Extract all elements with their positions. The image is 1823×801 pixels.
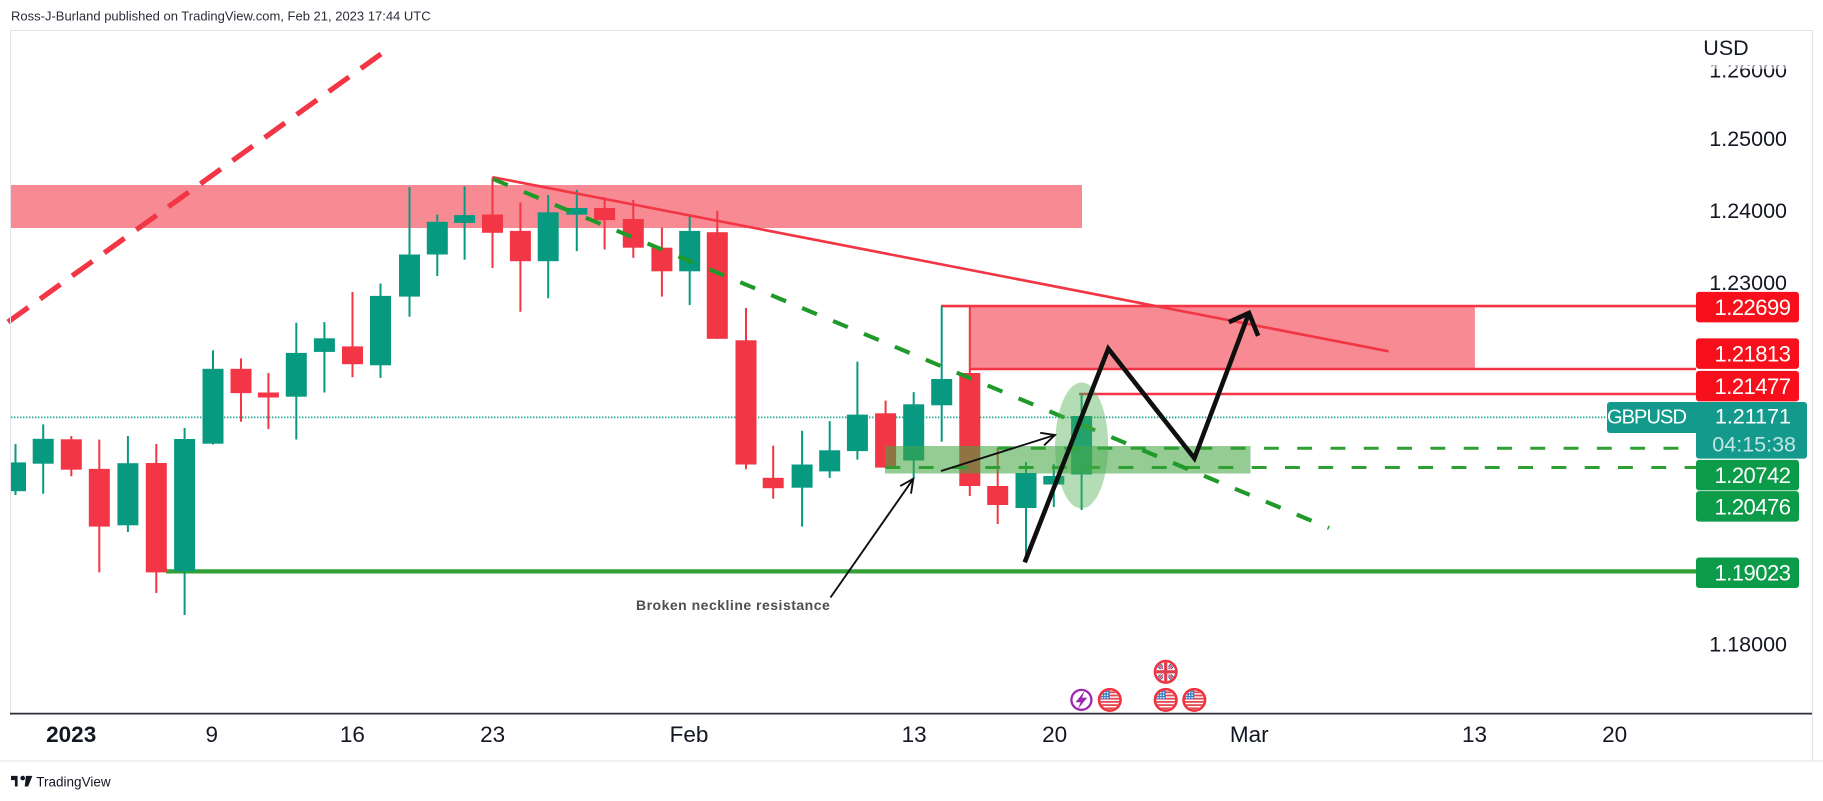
svg-text:2023: 2023 bbox=[46, 722, 96, 747]
svg-text:9: 9 bbox=[205, 722, 218, 747]
svg-text:1.22699: 1.22699 bbox=[1714, 295, 1790, 320]
svg-text:1.19023: 1.19023 bbox=[1714, 561, 1790, 586]
svg-text:20: 20 bbox=[1042, 722, 1067, 747]
svg-text:1.18000: 1.18000 bbox=[1709, 632, 1787, 656]
svg-text:Feb: Feb bbox=[670, 722, 709, 747]
svg-text:TradingView: TradingView bbox=[36, 775, 111, 790]
svg-text:GBPUSD: GBPUSD bbox=[1607, 407, 1687, 429]
svg-text:Mar: Mar bbox=[1230, 722, 1269, 747]
svg-text:16: 16 bbox=[340, 722, 365, 747]
svg-text:1.21813: 1.21813 bbox=[1714, 342, 1790, 367]
svg-text:1.21171: 1.21171 bbox=[1715, 405, 1791, 429]
svg-text:1.24000: 1.24000 bbox=[1709, 199, 1787, 223]
svg-text:13: 13 bbox=[1462, 722, 1487, 747]
svg-text:1.23000: 1.23000 bbox=[1709, 271, 1787, 295]
svg-text:1.20476: 1.20476 bbox=[1714, 494, 1790, 519]
svg-text:1.20742: 1.20742 bbox=[1714, 463, 1790, 488]
svg-text:Broken neckline resistance: Broken neckline resistance bbox=[636, 597, 830, 613]
svg-text:1.25000: 1.25000 bbox=[1709, 127, 1787, 151]
svg-text:13: 13 bbox=[902, 722, 927, 747]
svg-text:Ross-J-Burland published on Tr: Ross-J-Burland published on TradingView.… bbox=[11, 9, 431, 24]
svg-text:20: 20 bbox=[1602, 722, 1627, 747]
svg-text:23: 23 bbox=[480, 722, 505, 747]
svg-text:1.21477: 1.21477 bbox=[1714, 374, 1790, 399]
svg-text:04:15:38: 04:15:38 bbox=[1712, 433, 1796, 457]
